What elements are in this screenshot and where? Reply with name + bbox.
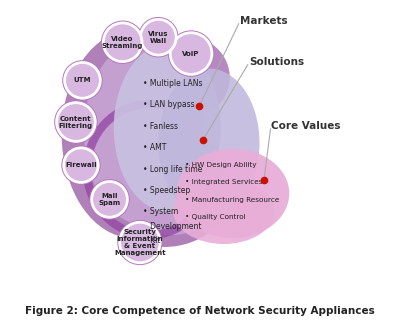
- Circle shape: [170, 33, 212, 75]
- Circle shape: [89, 179, 130, 220]
- Circle shape: [103, 23, 142, 61]
- Ellipse shape: [114, 44, 221, 211]
- Text: • Quality Control: • Quality Control: [185, 214, 246, 220]
- Ellipse shape: [140, 36, 230, 119]
- Text: Content
Filtering: Content Filtering: [59, 115, 93, 129]
- Text: • Integrated Services: • Integrated Services: [185, 180, 263, 185]
- Text: • AMT: • AMT: [144, 143, 167, 152]
- Text: Development: Development: [144, 222, 202, 231]
- Circle shape: [64, 148, 98, 182]
- Text: VoIP: VoIP: [182, 51, 200, 57]
- Text: Security
Information
& Event
Management: Security Information & Event Management: [114, 229, 166, 256]
- Ellipse shape: [176, 149, 289, 238]
- Circle shape: [54, 100, 98, 144]
- Ellipse shape: [99, 140, 230, 247]
- Text: • Multiple LANs: • Multiple LANs: [144, 79, 203, 88]
- Circle shape: [168, 30, 214, 77]
- Circle shape: [92, 181, 127, 217]
- Ellipse shape: [84, 40, 203, 225]
- Text: Firewall: Firewall: [65, 162, 97, 168]
- Text: • Speedstep: • Speedstep: [144, 186, 191, 195]
- Text: Figure 2: Core Competence of Network Security Appliances: Figure 2: Core Competence of Network Sec…: [25, 306, 375, 316]
- Ellipse shape: [114, 146, 227, 235]
- Text: Virus
Wall: Virus Wall: [148, 31, 168, 44]
- Text: • LAN bypass: • LAN bypass: [144, 100, 195, 109]
- Text: • Fanless: • Fanless: [144, 122, 178, 131]
- Text: • System: • System: [144, 207, 179, 216]
- Text: Video
Streaming: Video Streaming: [102, 36, 143, 49]
- Ellipse shape: [62, 30, 204, 238]
- Text: Solutions: Solutions: [249, 58, 304, 67]
- Circle shape: [65, 62, 100, 98]
- Ellipse shape: [158, 68, 260, 217]
- Text: • Manufacturing Resource: • Manufacturing Resource: [185, 197, 280, 203]
- Circle shape: [140, 19, 176, 55]
- Text: • Long life time: • Long life time: [144, 164, 203, 174]
- Circle shape: [138, 17, 178, 58]
- Text: Mail
Spam: Mail Spam: [98, 193, 121, 206]
- Text: Core Values: Core Values: [272, 121, 341, 131]
- Ellipse shape: [173, 179, 274, 244]
- Circle shape: [120, 222, 160, 263]
- Text: UTM: UTM: [74, 77, 91, 83]
- Circle shape: [117, 220, 162, 265]
- Circle shape: [101, 21, 144, 64]
- Text: • HW Design Ability: • HW Design Ability: [185, 162, 257, 168]
- Circle shape: [56, 103, 95, 141]
- Text: Kit: Kit: [144, 236, 161, 245]
- Circle shape: [61, 146, 101, 185]
- Circle shape: [62, 60, 103, 101]
- Text: Markets: Markets: [240, 16, 288, 26]
